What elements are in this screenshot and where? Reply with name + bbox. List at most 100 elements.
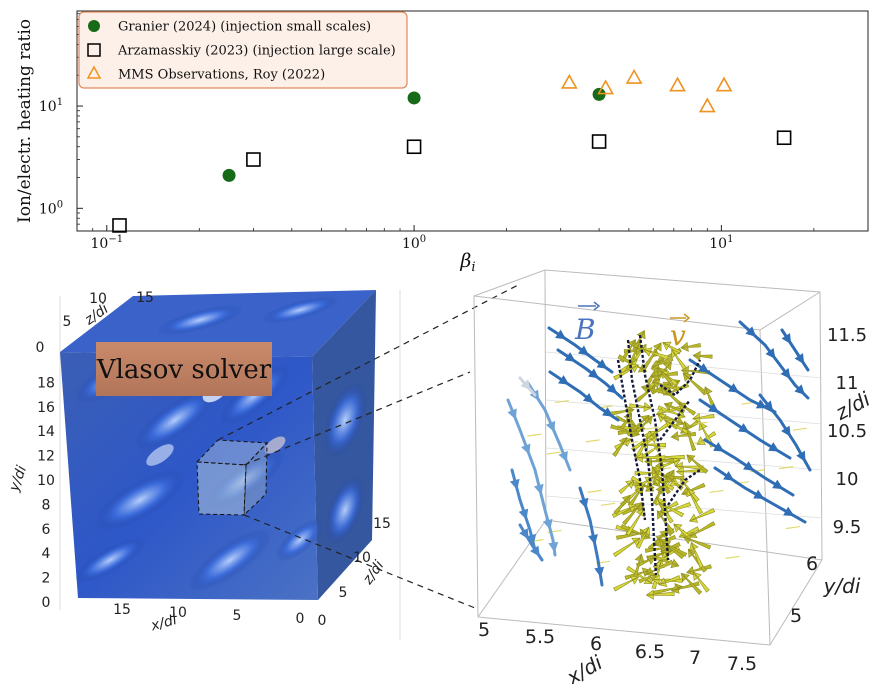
velocity-arrow [645,559,674,577]
velocity-arrow [613,494,631,515]
y-axis-label: Ion/electr. heating ratio [15,19,35,223]
velocity-arrow [686,564,712,576]
field-arrowhead [781,425,791,437]
b-vector-label: B [574,301,601,346]
field-arrowhead [743,461,755,471]
velocity-arrow [613,575,640,592]
field-arrowhead [768,442,780,452]
y-tick-label: 100 [39,199,63,217]
field-arrowhead [533,483,544,495]
cube-x-tick: 5 [233,608,242,624]
x-axis-label: βi [459,250,475,275]
x-tick-base: 10 [90,236,108,252]
field-arrowhead [545,420,556,433]
velocity-arrow-small [527,433,542,437]
velocity-arrow [650,356,674,370]
panel-z-tick: 10 [836,469,859,490]
magnetic-field-lines [506,320,812,587]
y-tick-base: 10 [39,201,57,217]
field-arrowhead [526,533,537,545]
velocity-arrow-small [709,489,724,494]
velocity-arrow [671,349,688,371]
zoom-connectors [217,283,521,609]
velocity-arrow [645,589,675,600]
velocity-vectors [527,330,807,600]
field-arrowhead [796,450,806,462]
velocity-arrow [629,401,652,413]
field-arrowhead [594,566,605,578]
legend-box [78,11,408,89]
cube-x-tick: 15 [113,602,131,618]
v-vector-label: v [670,313,691,352]
v-label: v [670,319,686,352]
vlasov-label-box [96,342,272,396]
velocity-arrow [612,436,628,458]
zoom-subcube [195,439,269,517]
velocity-arrow [618,480,635,495]
velocity-arrow [682,534,712,550]
panel-z-tick: 11 [836,373,859,394]
field-arrowhead [578,497,589,509]
velocity-arrow [657,367,672,384]
velocity-arrow [634,452,666,463]
field-arrowhead [558,451,568,463]
panel-z-tick: 10.5 [827,421,867,442]
field-arrowhead [588,368,599,379]
streamline [638,334,670,561]
cube-y-tick: 6 [42,522,51,538]
point-arzamasskiy [246,152,261,167]
y-tick-base: 10 [39,99,57,115]
point-granier [222,168,236,182]
panel-z-tick: 11.5 [827,325,867,346]
cube-x-tick: 10 [169,605,187,621]
point-arzamasskiy [776,130,792,146]
velocity-arrow-small [778,466,794,470]
cube-y-tick: 4 [42,546,51,562]
legend-label-arzamasskiy: Arzamasskiy (2023) (injection large scal… [117,44,396,59]
cube-y-tick: 16 [37,400,55,416]
velocity-arrow-small [587,489,602,493]
field-arrowhead [588,534,598,545]
velocity-arrow [680,572,703,595]
cube-z-side-tick: 15 [373,516,391,532]
cube-z-top-tick: 15 [136,290,154,306]
velocity-arrow [643,347,669,361]
vector-field-panel: B v 5 5.5 6 6.5 7 7.5x/di56y/di9.51010.51111.… [473,269,874,684]
field-arrowhead [507,408,517,420]
panel-x-tick: 6 [590,633,602,655]
field-arrowhead [558,375,570,385]
x-tick-exp: 1 [727,234,733,245]
b-label: B [574,313,596,346]
cube-y-tick: 18 [37,375,55,391]
point-granier [592,87,606,101]
velocity-arrow-small [624,441,639,445]
velocity-arrow [651,465,671,495]
streamline [659,399,691,441]
field-arrowhead [765,348,776,359]
velocity-arrow [664,419,691,436]
cube-y-tick: 8 [42,497,51,513]
panel-x-tick: 7 [689,647,701,669]
field-arrowhead [723,471,735,481]
velocity-arrow-small [785,525,801,530]
x-tick-label: 101 [709,234,733,252]
streamline [667,469,701,506]
field-arrowhead [794,353,805,365]
field-arrowhead [582,392,594,404]
cube-z-side-tick: 10 [353,550,371,566]
velocity-arrow [641,342,662,371]
field-arrowhead [781,333,792,345]
field-arrowhead [520,379,531,391]
x-tick-exp: 0 [420,234,426,245]
velocity-arrow [611,503,637,518]
cube-z-top-tick: 5 [63,314,72,330]
x-tick-label: 100 [402,234,426,252]
x-axis-label-subscript: i [471,260,475,275]
field-arrowhead [745,326,757,337]
velocity-arrow [612,537,641,558]
velocity-arrow [661,541,688,557]
legend-marker-granier [88,20,100,32]
